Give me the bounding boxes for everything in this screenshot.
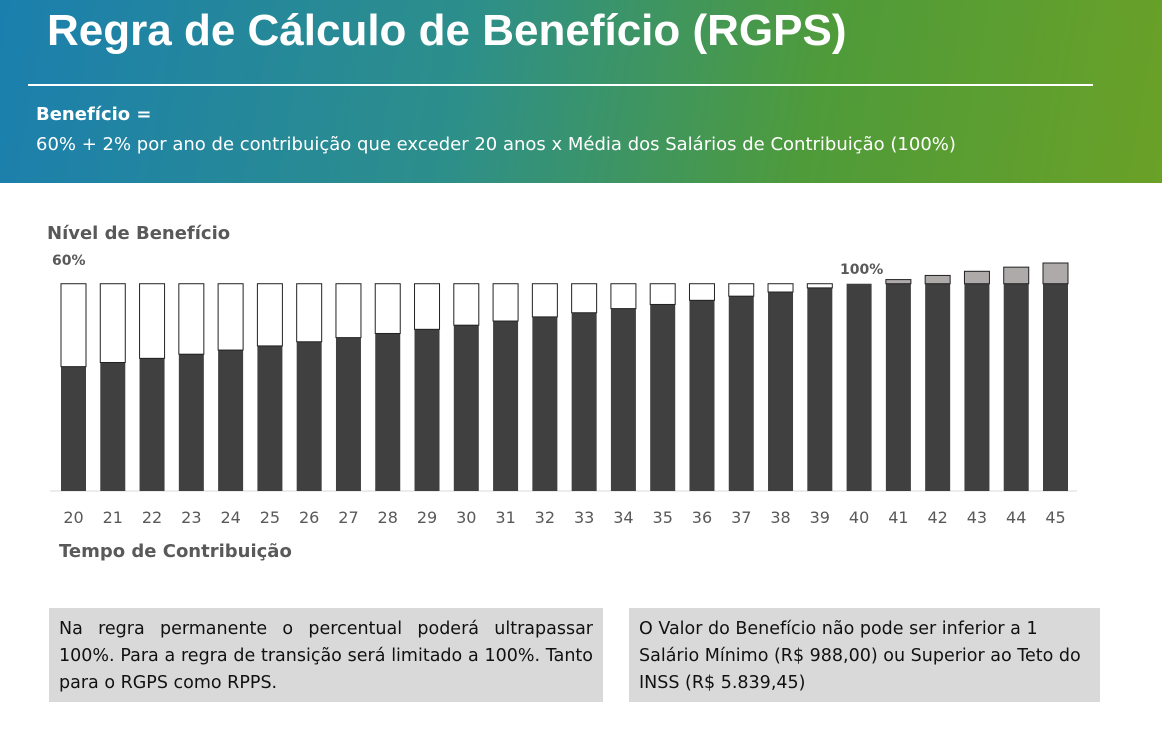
- bar-segment: [610, 308, 636, 491]
- x-tick-label: 32: [535, 508, 555, 527]
- bar-segment: [61, 366, 86, 491]
- x-tick-label: 31: [495, 508, 515, 527]
- bar-segment: [217, 283, 244, 351]
- bar-segment: [532, 316, 558, 491]
- annotation: 100%: [840, 262, 883, 278]
- bar-segment: [728, 283, 755, 297]
- bar-segment: [885, 279, 912, 285]
- bar-segment: [178, 283, 205, 355]
- x-tick-label: 27: [338, 508, 358, 527]
- x-tick-label: 20: [63, 508, 83, 527]
- x-tick-label: 43: [967, 508, 987, 527]
- bar-segment: [571, 312, 597, 491]
- bar-segment: [414, 329, 440, 491]
- bar-segment: [688, 283, 715, 301]
- x-axis-label: Tempo de Contribuição: [59, 541, 292, 562]
- bar-segment: [335, 337, 361, 491]
- bar-segment: [807, 287, 833, 491]
- bar-segment: [256, 283, 283, 347]
- note: O Valor do Benefício não pode ser inferi…: [629, 608, 1100, 702]
- bar-segment: [610, 283, 637, 310]
- bar-segment: [650, 304, 676, 491]
- formula-label: Benefício =: [36, 104, 152, 125]
- chart: Nível de Benefício Tempo de Contribuição…: [47, 223, 1077, 562]
- x-tick-label: 25: [260, 508, 280, 527]
- bar-segment: [924, 274, 951, 285]
- bar-segment: [414, 283, 441, 330]
- header: Regra de Cálculo de Benefício (RGPS) Ben…: [0, 0, 1162, 183]
- x-tick-label: 38: [770, 508, 790, 527]
- bar-segment: [374, 283, 401, 334]
- bar-segment: [139, 358, 165, 491]
- bar-segment: [296, 283, 323, 343]
- bar-segment: [60, 283, 87, 368]
- bar-segment: [1042, 262, 1069, 285]
- x-tick-label: 34: [613, 508, 633, 527]
- x-tick-label: 28: [378, 508, 398, 527]
- y-axis-label: Nível de Benefício: [47, 223, 230, 244]
- bar-segment: [1003, 283, 1029, 491]
- bar-segment: [492, 283, 519, 322]
- bar-segment: [1003, 266, 1030, 285]
- x-tick-label: 30: [456, 508, 476, 527]
- bar-segment: [1043, 283, 1068, 491]
- x-tick-label: 36: [692, 508, 712, 527]
- divider: [28, 84, 1093, 86]
- bar-segment: [571, 283, 598, 314]
- bar-segment: [649, 283, 676, 305]
- bar-segment: [139, 283, 166, 359]
- x-tick-label: 39: [810, 508, 830, 527]
- x-tick-label: 45: [1045, 508, 1065, 527]
- bar-segment: [768, 292, 794, 491]
- bar-segment: [493, 321, 519, 491]
- bar-segment: [335, 283, 362, 339]
- bar-segment: [100, 362, 126, 491]
- x-tick-label: 23: [181, 508, 201, 527]
- bar-segment: [728, 296, 754, 491]
- x-tick-label: 42: [927, 508, 947, 527]
- x-tick-label: 37: [731, 508, 751, 527]
- bar-segment: [767, 283, 794, 293]
- x-tick-label: 33: [574, 508, 594, 527]
- bar-segment: [257, 345, 283, 491]
- bar-segment: [806, 283, 833, 289]
- bar-segment: [925, 283, 951, 491]
- bar-segment: [375, 333, 401, 491]
- bar-segment: [218, 350, 244, 491]
- bar-segment: [964, 283, 990, 491]
- annotation: 60%: [52, 253, 86, 269]
- bar-segment: [296, 341, 322, 491]
- bar-segment: [885, 283, 911, 491]
- formula: 60% + 2% por ano de contribuição que exc…: [36, 134, 956, 155]
- x-tick-label: 22: [142, 508, 162, 527]
- x-tick-label: 35: [653, 508, 673, 527]
- x-tick-label: 24: [220, 508, 240, 527]
- bar-segment: [689, 300, 715, 491]
- x-tick-label: 40: [849, 508, 869, 527]
- note: Na regra permanente o percentual poderá …: [49, 608, 603, 702]
- x-tick-label: 26: [299, 508, 319, 527]
- bar-segment: [99, 283, 126, 363]
- bar-segment: [531, 283, 558, 318]
- x-tick-label: 29: [417, 508, 437, 527]
- bar-segment: [453, 325, 479, 491]
- bar-segment: [963, 270, 990, 285]
- x-tick-label: 41: [888, 508, 908, 527]
- bar-segment: [178, 354, 204, 491]
- title: Regra de Cálculo de Benefício (RGPS): [47, 6, 847, 55]
- x-tick-label: 44: [1006, 508, 1026, 527]
- bar-segment: [846, 283, 872, 491]
- bar-segment: [453, 283, 480, 326]
- x-tick-label: 21: [103, 508, 123, 527]
